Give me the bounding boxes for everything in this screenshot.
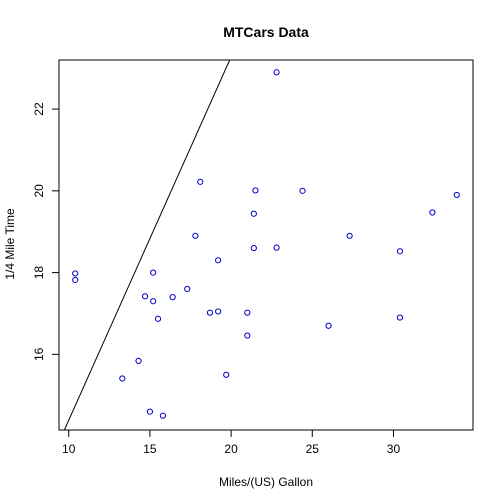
- data-point: [215, 257, 222, 264]
- data-point: [197, 178, 204, 185]
- x-axis-label: Miles/(US) Gallon: [219, 475, 313, 489]
- regression-line: [63, 60, 231, 430]
- data-point: [325, 322, 332, 329]
- data-point: [223, 371, 230, 378]
- data-point: [250, 210, 257, 217]
- data-point: [346, 232, 353, 239]
- data-point: [154, 315, 162, 322]
- data-point: [215, 308, 222, 315]
- x-tick-label: 25: [306, 442, 320, 456]
- y-tick-label: 16: [32, 347, 46, 361]
- x-tick-label: 30: [387, 442, 401, 456]
- y-tick-label: 20: [32, 184, 46, 198]
- data-point: [429, 209, 436, 216]
- chart-title: MTCars Data: [223, 24, 309, 40]
- data-point: [141, 293, 149, 300]
- data-point: [273, 69, 280, 76]
- plot-frame: [58, 59, 474, 431]
- data-point: [244, 332, 251, 339]
- data-point: [169, 294, 176, 301]
- data-point: [135, 357, 142, 365]
- data-point: [150, 298, 157, 305]
- data-point: [396, 314, 404, 321]
- data-point: [119, 375, 126, 382]
- data-point: [72, 276, 79, 284]
- data-point: [250, 244, 257, 252]
- data-point: [184, 285, 191, 293]
- data-point: [150, 269, 157, 276]
- data-point: [299, 187, 306, 194]
- data-point: [453, 191, 460, 199]
- y-axis-label: 1/4 Mile Time: [3, 208, 17, 280]
- x-tick-label: 15: [143, 442, 157, 456]
- data-point: [273, 244, 280, 251]
- data-point: [244, 309, 251, 316]
- y-tick-label: 18: [32, 266, 46, 280]
- data-point: [396, 248, 404, 255]
- x-tick-label: 20: [224, 442, 238, 456]
- data-point: [72, 270, 79, 277]
- data-point: [192, 232, 199, 239]
- data-point: [206, 309, 214, 316]
- data-point: [252, 187, 259, 194]
- y-tick-label: 22: [32, 102, 46, 116]
- x-tick-label: 10: [62, 442, 76, 456]
- data-point: [159, 412, 167, 419]
- data-point: [146, 408, 154, 415]
